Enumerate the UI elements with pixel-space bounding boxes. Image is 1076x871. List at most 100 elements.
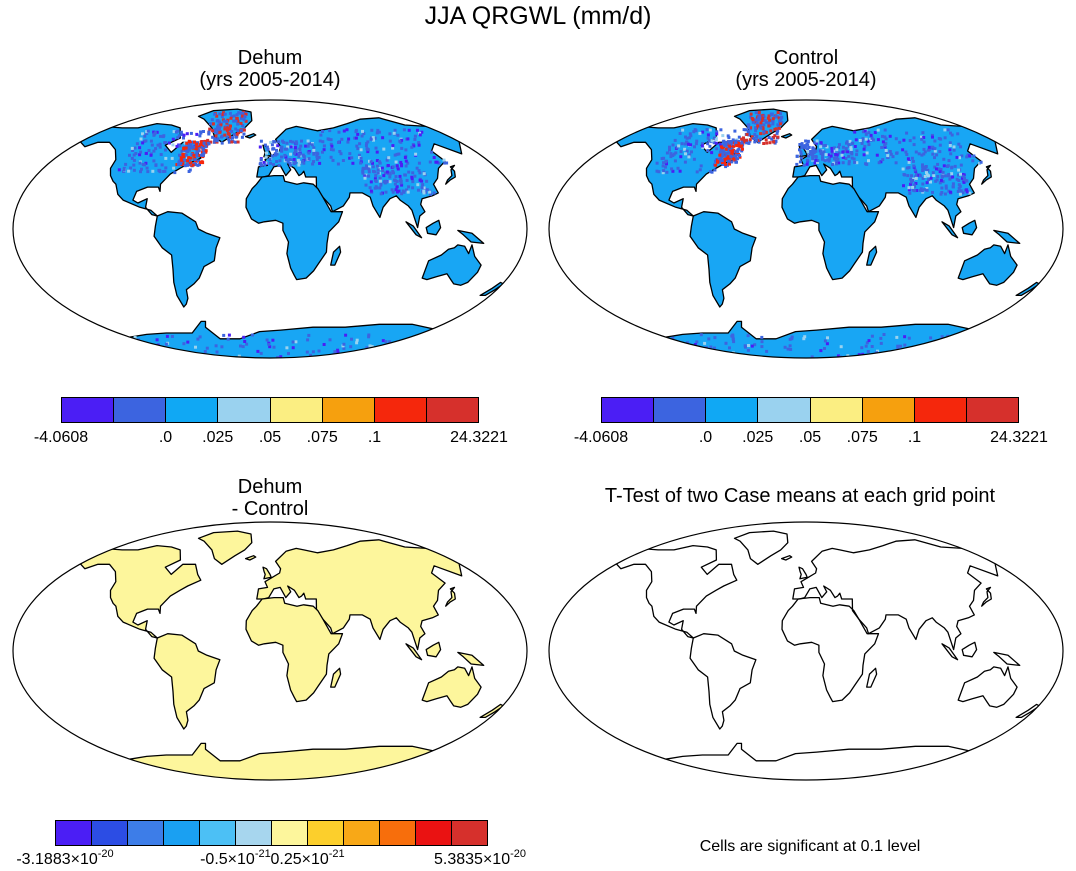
grid-cell bbox=[888, 150, 892, 153]
grid-cell bbox=[863, 129, 867, 133]
grid-cell bbox=[232, 132, 236, 136]
grid-cell bbox=[909, 180, 913, 184]
grid-cell bbox=[771, 117, 775, 121]
grid-cell bbox=[164, 148, 167, 152]
grid-cell bbox=[130, 146, 134, 150]
landmass-iceland bbox=[780, 555, 793, 561]
grid-cell bbox=[813, 141, 817, 145]
grid-cell bbox=[428, 160, 432, 164]
grid-cell bbox=[242, 335, 246, 339]
grid-cell bbox=[963, 177, 966, 180]
grid-cell bbox=[803, 146, 807, 150]
grid-cell bbox=[693, 145, 696, 149]
grid-cell bbox=[297, 163, 301, 167]
grid-cell bbox=[813, 161, 817, 165]
grid-cell bbox=[672, 152, 676, 156]
colorbar-swatch bbox=[602, 398, 655, 422]
world-map bbox=[12, 99, 528, 359]
grid-cell bbox=[380, 166, 384, 170]
grid-cell bbox=[144, 151, 148, 155]
grid-cell bbox=[287, 352, 290, 355]
grid-cell bbox=[693, 343, 697, 346]
grid-cell bbox=[294, 160, 298, 164]
colorbar-tick-label: -4.0608 bbox=[573, 429, 629, 446]
grid-cell bbox=[376, 168, 380, 172]
grid-cell bbox=[820, 144, 824, 147]
grid-cell bbox=[655, 161, 659, 165]
grid-cell bbox=[933, 156, 936, 160]
grid-cell bbox=[284, 158, 288, 162]
grid-cell bbox=[760, 345, 764, 349]
grid-cell bbox=[441, 337, 445, 341]
grid-cell bbox=[130, 156, 134, 160]
grid-cell bbox=[929, 336, 933, 340]
grid-cell bbox=[958, 349, 962, 353]
grid-cell bbox=[131, 340, 135, 344]
grid-cell bbox=[220, 134, 224, 138]
grid-cell bbox=[710, 139, 714, 143]
grid-cell bbox=[321, 150, 324, 154]
colorbar-swatch bbox=[344, 821, 380, 845]
grid-cell bbox=[236, 122, 240, 126]
grid-cell bbox=[934, 179, 938, 183]
grid-cell bbox=[875, 153, 879, 157]
grid-cell bbox=[722, 150, 726, 154]
grid-cell bbox=[158, 142, 162, 146]
grid-cell bbox=[191, 163, 195, 167]
grid-cell bbox=[299, 144, 303, 148]
grid-cell bbox=[737, 139, 741, 143]
grid-cell bbox=[819, 141, 823, 145]
grid-cell bbox=[234, 135, 238, 139]
figure-title: JJA QRGWL (mm/d) bbox=[424, 2, 652, 30]
grid-cell bbox=[866, 350, 870, 353]
grid-cell bbox=[432, 191, 436, 195]
grid-cell bbox=[957, 168, 961, 172]
grid-cell bbox=[849, 147, 853, 151]
grid-cell bbox=[414, 152, 418, 156]
panel-title-dehum: Dehum (yrs 2005-2014) bbox=[80, 47, 460, 91]
grid-cell bbox=[365, 346, 369, 350]
grid-cell bbox=[195, 142, 198, 146]
grid-cell bbox=[691, 346, 694, 350]
grid-cell bbox=[967, 343, 971, 347]
grid-cell bbox=[904, 150, 908, 154]
grid-cell bbox=[776, 115, 779, 119]
grid-cell bbox=[715, 130, 719, 134]
grid-cell bbox=[394, 188, 398, 192]
grid-cell bbox=[400, 164, 404, 168]
colorbar-tick-label: .05 bbox=[798, 429, 822, 446]
grid-cell bbox=[187, 170, 191, 173]
grid-cell bbox=[737, 147, 741, 151]
grid-cell bbox=[841, 155, 845, 159]
grid-cell bbox=[865, 341, 869, 345]
grid-cell bbox=[269, 140, 273, 144]
grid-cell bbox=[196, 337, 200, 341]
colorbar-control-labels: -4.0608 .0 .025 .05 .075 .1 24.3221 bbox=[574, 429, 1048, 449]
grid-cell bbox=[283, 147, 287, 151]
grid-cell bbox=[347, 137, 351, 141]
grid-cell bbox=[883, 145, 887, 149]
grid-cell bbox=[923, 188, 926, 192]
grid-cell bbox=[957, 142, 961, 146]
grid-cell bbox=[695, 170, 699, 174]
grid-cell bbox=[714, 138, 718, 142]
colorbar-tick-label: -4.0608 bbox=[33, 429, 89, 446]
landmass-southAmerica bbox=[689, 633, 757, 730]
grid-cell bbox=[289, 145, 293, 149]
grid-cell bbox=[798, 160, 802, 164]
landmass-southAmerica bbox=[153, 211, 221, 308]
grid-cell bbox=[860, 140, 864, 144]
grid-cell bbox=[926, 168, 930, 172]
grid-cell bbox=[411, 350, 415, 354]
grid-cell bbox=[849, 151, 853, 155]
grid-cell bbox=[883, 128, 887, 132]
grid-cell bbox=[395, 164, 399, 168]
grid-cell bbox=[194, 162, 198, 166]
grid-cell bbox=[229, 135, 233, 139]
colorbar-swatch bbox=[218, 398, 271, 422]
grid-cell bbox=[344, 333, 348, 337]
grid-cell bbox=[401, 189, 405, 193]
grid-cell bbox=[373, 136, 377, 140]
grid-cell bbox=[765, 141, 769, 145]
grid-cell bbox=[903, 173, 907, 177]
